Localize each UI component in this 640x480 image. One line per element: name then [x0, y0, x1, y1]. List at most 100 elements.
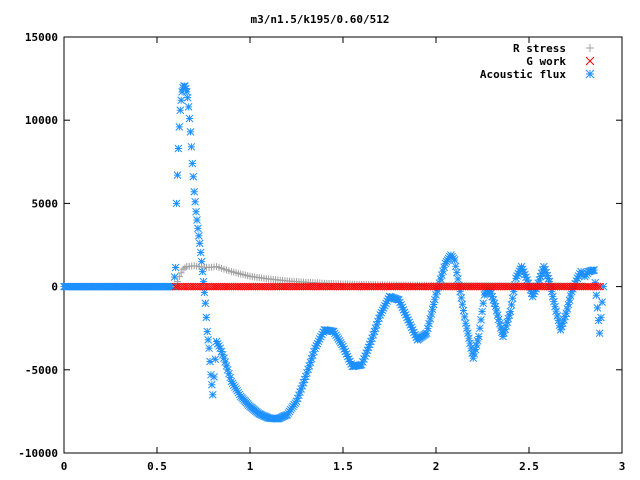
data-point: [507, 301, 516, 309]
data-point: [590, 266, 598, 274]
legend-label: G work: [526, 55, 566, 68]
data-point: [203, 327, 212, 336]
data-point: [469, 354, 478, 363]
x-tick-label: 1.5: [333, 460, 353, 473]
data-point: [211, 355, 220, 364]
data-point: [462, 324, 471, 333]
data-point: [190, 187, 199, 196]
y-tick-label: -10000: [18, 447, 58, 460]
data-point: [506, 307, 515, 316]
data-point: [425, 319, 433, 328]
data-point: [429, 300, 438, 309]
data-point: [186, 127, 195, 136]
data-point: [218, 350, 227, 359]
data-point: [204, 335, 213, 344]
data-point: [194, 224, 202, 233]
data-point: [198, 267, 207, 276]
data-point: [593, 282, 602, 291]
data-point: [208, 390, 217, 399]
chart-title: m3/n1.5/k195/0.60/512: [250, 13, 389, 26]
data-point: [476, 324, 484, 333]
x-tick-label: 2: [433, 460, 440, 473]
data-point: [566, 292, 575, 300]
data-point: [183, 93, 192, 102]
plot-frame: [63, 36, 623, 454]
data-point: [177, 269, 185, 277]
data-point: [479, 299, 488, 308]
data-point: [422, 329, 431, 338]
x-tick-label: 3: [619, 460, 626, 473]
x-tick-label: 0.5: [147, 460, 167, 473]
data-point: [597, 313, 605, 322]
data-point: [181, 264, 189, 272]
data-point: [451, 262, 460, 271]
data-point: [192, 207, 200, 216]
data-series: [60, 82, 608, 423]
x-tick-label: 0: [61, 460, 68, 473]
data-point: [565, 296, 574, 305]
data-point: [552, 307, 561, 316]
data-point: [172, 199, 181, 208]
data-point: [563, 305, 572, 313]
data-point: [184, 103, 193, 111]
data-point: [196, 248, 205, 257]
data-point: [210, 373, 218, 381]
data-point: [548, 292, 557, 301]
y-tick-label: 10000: [25, 114, 58, 127]
data-point: [454, 275, 462, 283]
data-point: [595, 282, 604, 291]
data-point: [460, 313, 469, 321]
y-tick-label: 5000: [32, 197, 59, 210]
data-point: [428, 305, 437, 314]
data-point: [193, 216, 201, 224]
data-point: [174, 144, 183, 153]
data-point: [206, 357, 214, 366]
data-point: [593, 304, 602, 312]
legend-marker: [585, 69, 595, 79]
data-point: [208, 380, 216, 389]
x-tick-label: 2.5: [519, 460, 539, 473]
y-tick-label: 15000: [25, 31, 58, 44]
y-tick-label: -5000: [25, 364, 58, 377]
data-point: [187, 142, 196, 151]
data-point: [551, 302, 559, 311]
data-point: [175, 123, 184, 131]
data-point: [599, 282, 608, 291]
data-point: [452, 268, 461, 277]
data-point: [474, 332, 483, 341]
data-point: [598, 298, 607, 306]
data-point: [466, 339, 474, 348]
data-point: [550, 297, 558, 306]
axes: 0 0.5 1 1.5 2 2.5 3 -10000 -5000 0 5000 10000 15000: [18, 31, 625, 473]
data-point: [458, 300, 467, 309]
data-point: [194, 231, 203, 240]
data-point: [223, 365, 232, 374]
data-point: [171, 263, 180, 272]
data-point: [477, 316, 485, 324]
data-point: [201, 299, 210, 308]
x-tick-label: 1: [247, 460, 254, 473]
data-point: [471, 345, 480, 354]
legend-label: R stress: [513, 42, 566, 55]
data-point: [472, 341, 481, 350]
data-point: [175, 273, 183, 281]
series-g-work: [171, 282, 604, 291]
data-point: [202, 313, 211, 322]
data-point: [461, 319, 470, 328]
data-point: [427, 310, 436, 318]
data-point: [195, 239, 204, 248]
data-point: [459, 306, 468, 315]
data-point: [592, 291, 601, 300]
data-point: [176, 106, 185, 115]
y-tick-label: 0: [51, 281, 58, 294]
data-point: [553, 312, 562, 320]
data-point: [173, 171, 182, 179]
legend-marker: [586, 44, 594, 52]
data-point: [426, 314, 435, 323]
data-point: [205, 344, 213, 353]
data-point: [464, 329, 472, 338]
data-point: [478, 307, 486, 316]
data-point: [188, 159, 197, 168]
data-point: [465, 334, 473, 343]
